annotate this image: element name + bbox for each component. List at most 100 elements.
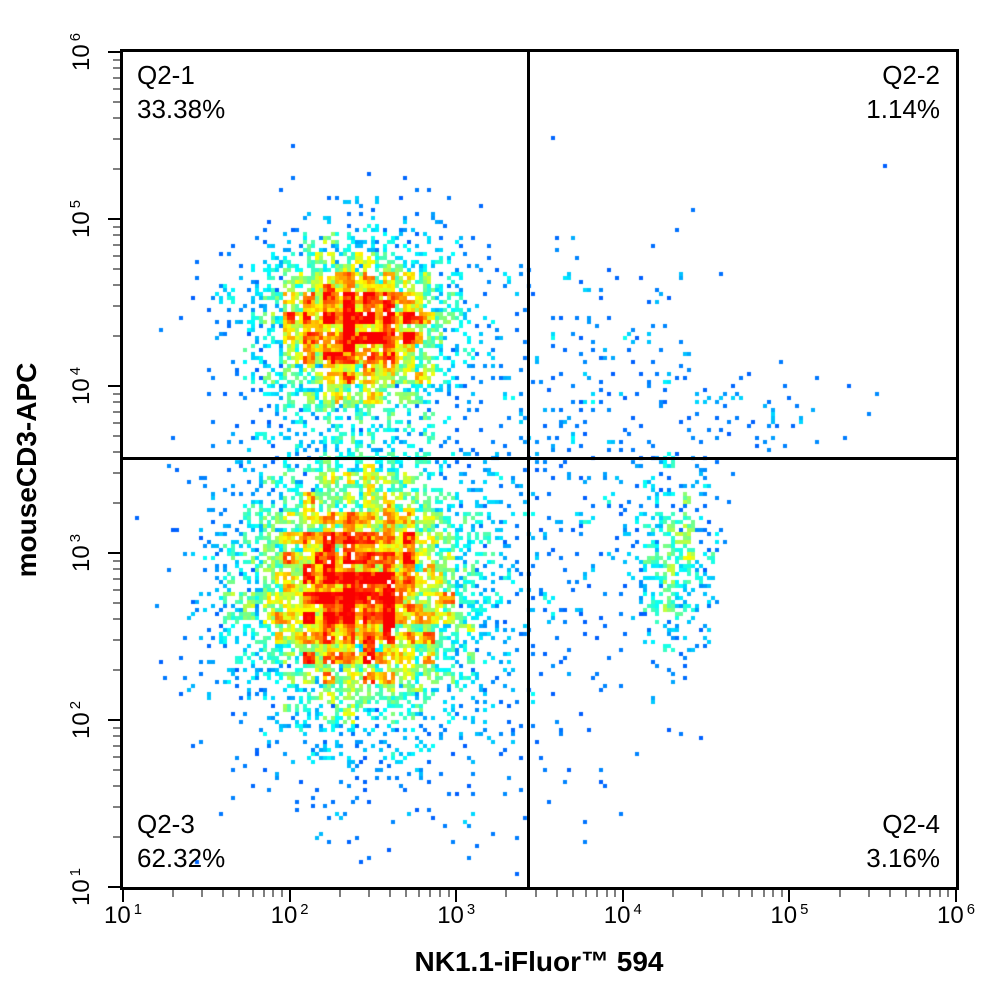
x-minor-tick	[238, 890, 241, 897]
y-minor-tick	[113, 577, 120, 580]
x-minor-tick	[272, 890, 275, 897]
x-minor-tick	[447, 890, 450, 897]
x-minor-tick	[838, 890, 841, 897]
x-minor-tick	[671, 890, 674, 897]
y-minor-tick	[113, 735, 120, 738]
x-minor-tick	[439, 890, 442, 897]
x-tick-label: 10 6	[937, 902, 975, 929]
x-major-tick	[955, 890, 957, 902]
y-minor-tick	[113, 618, 120, 621]
x-minor-tick	[222, 890, 225, 897]
x-minor-tick	[867, 890, 870, 897]
x-major-tick	[455, 890, 458, 902]
x-minor-tick	[614, 890, 617, 897]
x-major-tick	[788, 890, 791, 902]
x-minor-tick	[938, 890, 941, 897]
quadrant-label-q2-2: Q2-2 1.14%	[866, 58, 940, 126]
quadrant-gate-vertical-line[interactable]	[526, 52, 530, 887]
x-tick-label: 10 4	[603, 902, 642, 929]
y-minor-tick	[113, 138, 120, 141]
quadrant-percent: 33.38%	[137, 94, 226, 124]
y-minor-tick	[113, 435, 120, 438]
y-minor-tick	[113, 76, 120, 79]
x-minor-tick	[929, 890, 932, 897]
x-minor-tick	[947, 890, 950, 897]
x-minor-tick	[534, 890, 537, 897]
x-minor-tick	[888, 890, 891, 897]
quadrant-name: Q2-3	[137, 809, 195, 839]
x-minor-tick	[751, 890, 754, 897]
y-major-tick	[108, 886, 120, 888]
x-minor-tick	[738, 890, 741, 897]
y-minor-tick	[113, 255, 120, 258]
x-minor-tick	[701, 890, 704, 897]
y-minor-tick	[113, 568, 120, 571]
x-minor-tick	[262, 890, 265, 897]
y-minor-tick	[113, 744, 120, 747]
y-minor-tick	[113, 726, 120, 729]
quadrant-name: Q2-2	[882, 60, 940, 90]
x-minor-tick	[762, 890, 765, 897]
x-minor-tick	[388, 890, 391, 897]
y-major-tick	[108, 218, 120, 220]
y-minor-tick	[113, 167, 120, 170]
y-minor-tick	[113, 410, 120, 413]
y-tick-label: 106	[68, 33, 95, 71]
x-minor-tick	[605, 890, 608, 897]
x-tick-label: 10 2	[270, 902, 309, 929]
y-minor-tick	[113, 268, 120, 271]
y-major-tick	[108, 51, 120, 53]
y-minor-tick	[113, 101, 120, 104]
x-minor-tick	[584, 890, 587, 897]
scatter-canvas	[123, 52, 956, 887]
y-axis-label: mouseCD3-APC	[11, 362, 42, 578]
quadrant-label-q2-1: Q2-1 33.38%	[137, 58, 225, 126]
x-minor-tick	[595, 890, 598, 897]
x-minor-tick	[429, 890, 432, 897]
y-minor-tick	[113, 67, 120, 70]
y-minor-tick	[113, 305, 120, 308]
y-minor-tick	[113, 422, 120, 425]
y-tick-label: 105	[68, 200, 95, 238]
quadrant-percent: 1.14%	[866, 94, 940, 124]
y-major-tick	[108, 552, 120, 554]
y-minor-tick	[113, 639, 120, 642]
x-minor-tick	[505, 890, 508, 897]
y-minor-tick	[113, 117, 120, 120]
quadrant-gate-horizontal-line[interactable]	[123, 456, 956, 460]
y-minor-tick	[113, 392, 120, 395]
x-minor-tick	[280, 890, 283, 897]
y-minor-tick	[113, 806, 120, 809]
x-minor-tick	[251, 890, 254, 897]
quadrant-name: Q2-1	[137, 60, 195, 90]
quadrant-name: Q2-4	[882, 809, 940, 839]
y-minor-tick	[113, 501, 120, 504]
y-tick-label: 104	[68, 367, 95, 405]
x-axis-label: NK1.1-iFluor™ 594	[414, 946, 664, 977]
y-tick-label: 103	[68, 534, 95, 572]
x-tick-label: 10 5	[770, 902, 809, 929]
y-minor-tick	[113, 401, 120, 404]
quadrant-percent: 62.32%	[137, 843, 226, 873]
x-tick-label: 10 3	[437, 902, 476, 929]
x-minor-tick	[172, 890, 175, 897]
y-minor-tick	[113, 243, 120, 246]
x-minor-tick	[918, 890, 921, 897]
y-minor-tick	[113, 785, 120, 788]
quadrant-percent: 3.16%	[866, 843, 940, 873]
y-major-tick	[108, 385, 120, 387]
y-minor-tick	[113, 756, 120, 759]
y-minor-tick	[113, 334, 120, 337]
x-major-tick	[621, 890, 624, 902]
y-minor-tick	[113, 559, 120, 562]
y-minor-tick	[113, 451, 120, 454]
y-minor-tick	[113, 668, 120, 671]
y-minor-tick	[113, 472, 120, 475]
x-minor-tick	[338, 890, 341, 897]
y-minor-tick	[113, 284, 120, 287]
x-minor-tick	[368, 890, 371, 897]
y-minor-tick	[113, 225, 120, 228]
y-major-tick	[108, 719, 120, 721]
quadrant-label-q2-3: Q2-3 62.32%	[137, 807, 225, 875]
